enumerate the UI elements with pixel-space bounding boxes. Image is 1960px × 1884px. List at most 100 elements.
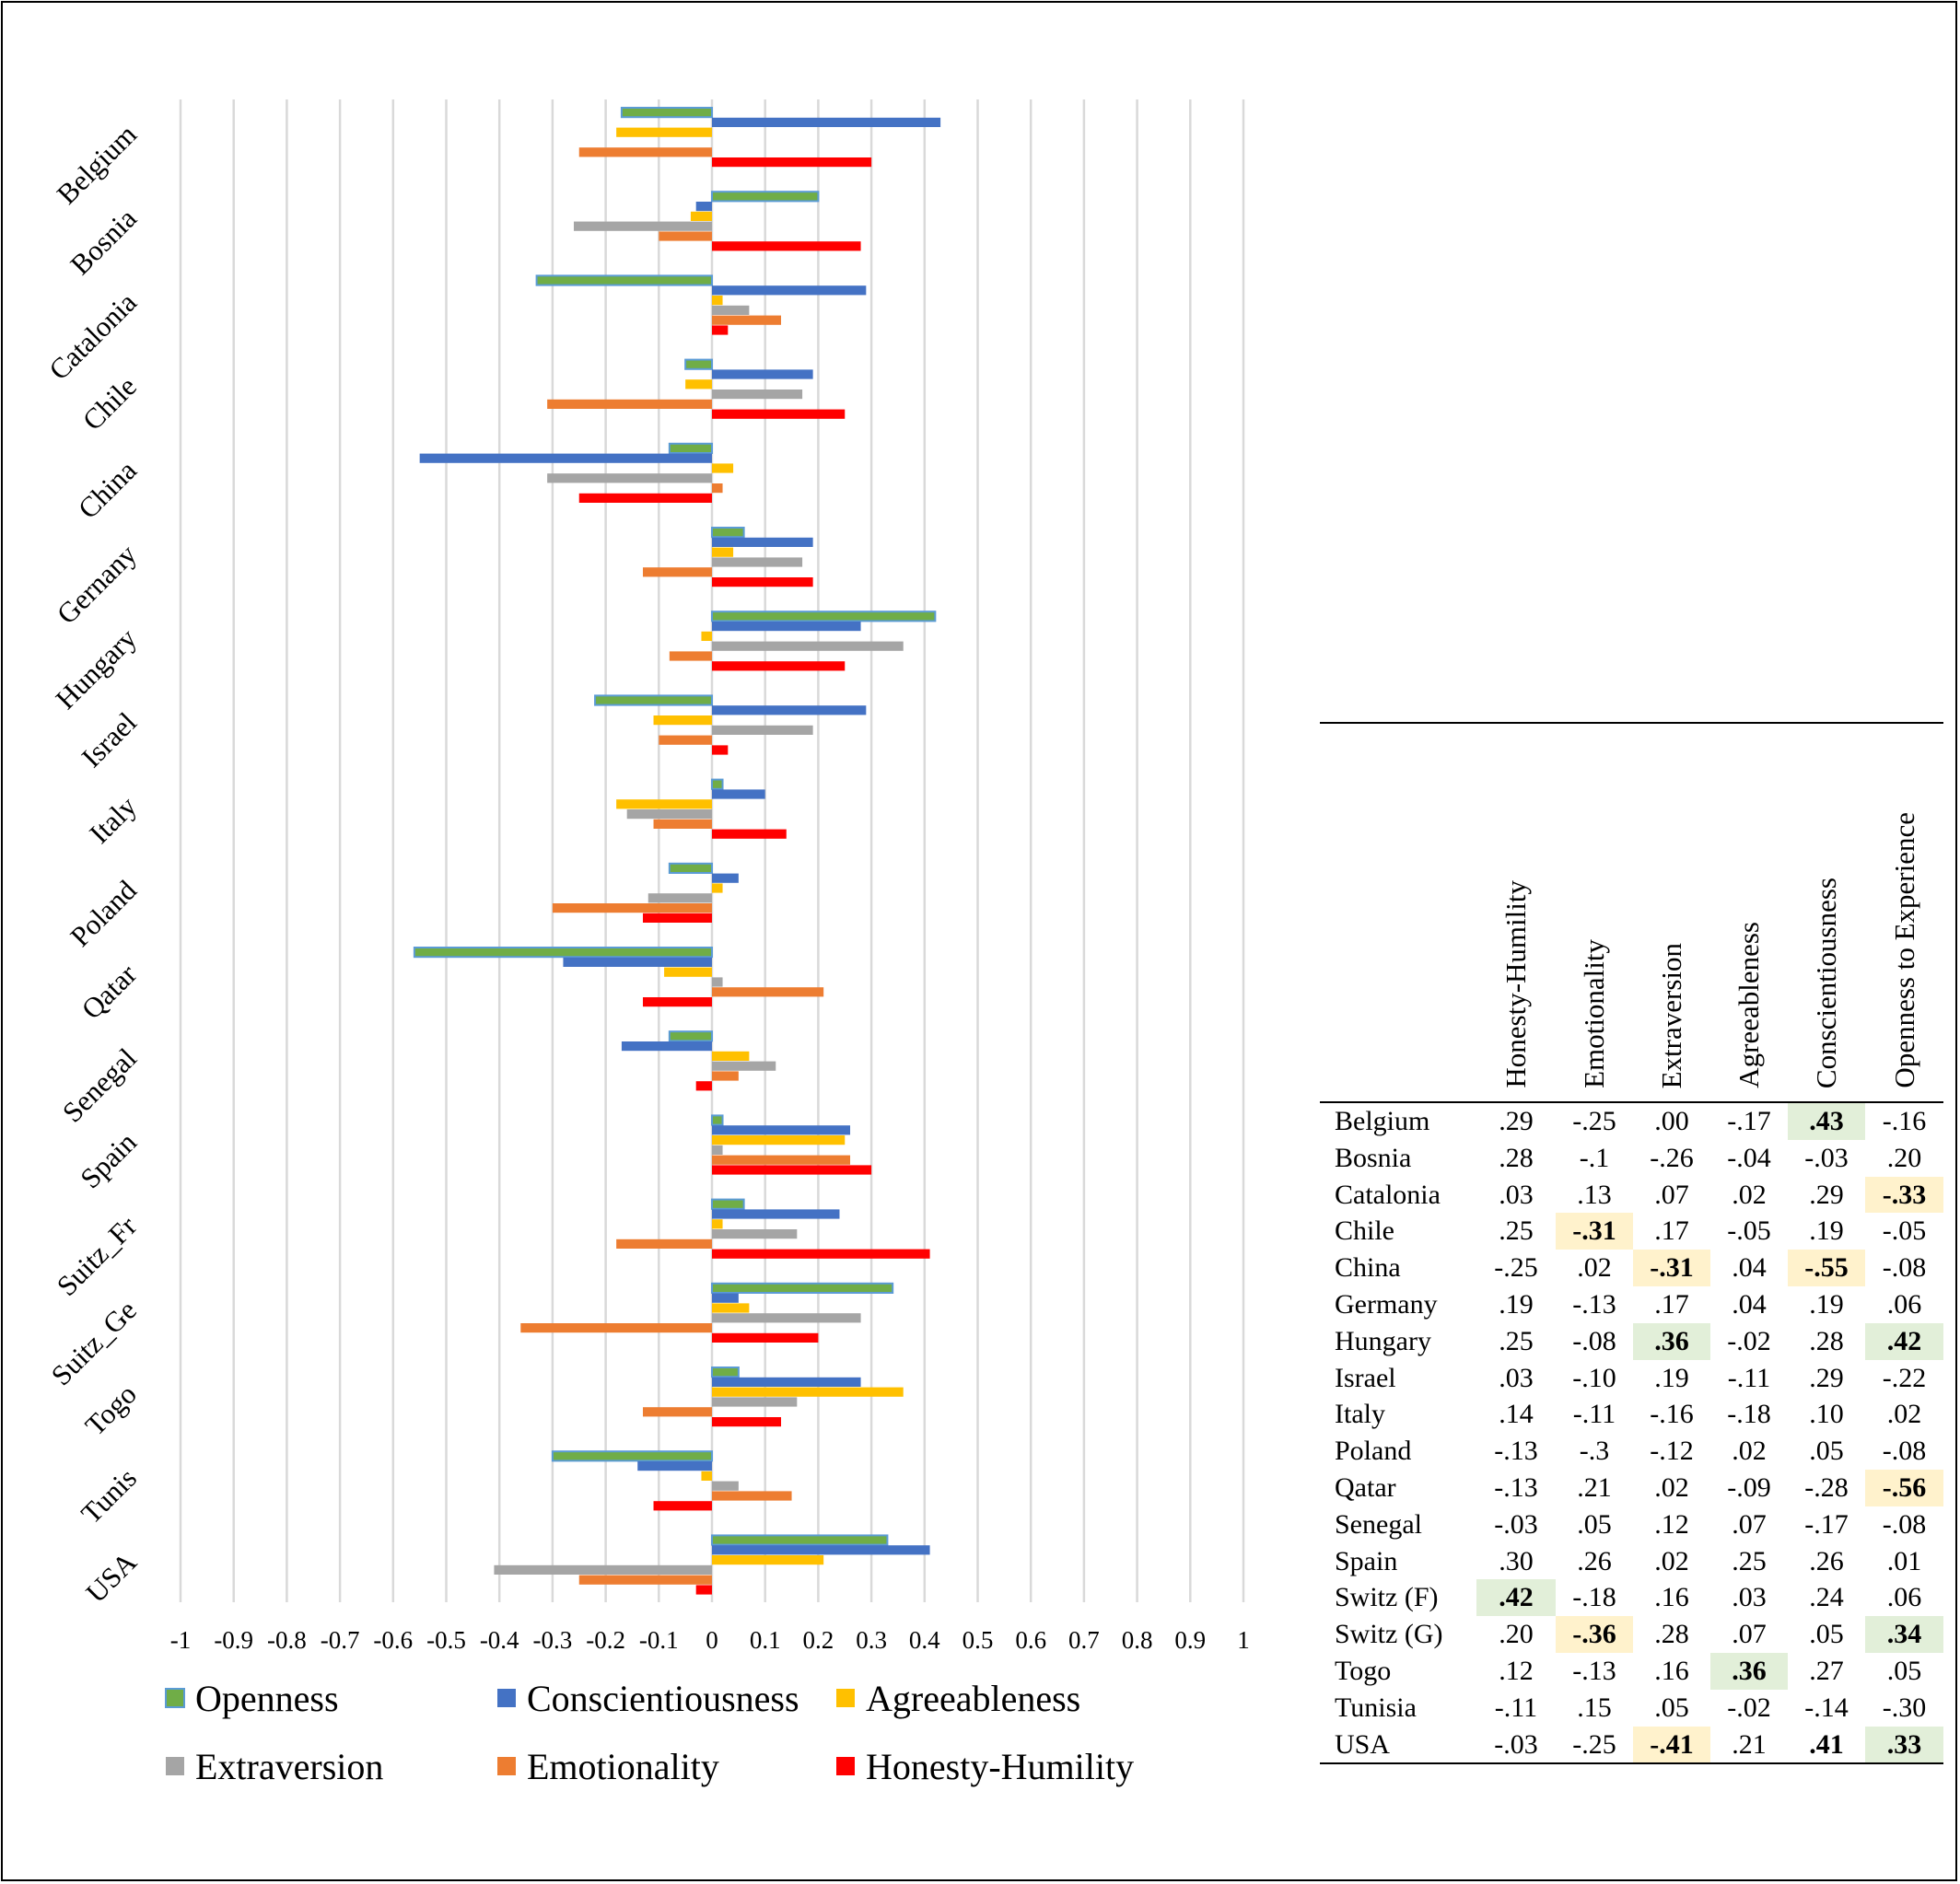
bar-agreeableness-gernany xyxy=(712,547,734,557)
bar-emotionality-china xyxy=(712,483,723,494)
bar-extraversion-suitz_fr xyxy=(712,1229,798,1239)
x-tick-label: 0.6 xyxy=(1015,1626,1046,1654)
row-country: Bosnia xyxy=(1335,1142,1412,1173)
table-row: Spain .30 .26 .02 .25 .26 .01 xyxy=(1320,1543,1943,1580)
bar-extraversion-usa xyxy=(494,1564,712,1575)
x-tick-label: 0.7 xyxy=(1068,1626,1100,1654)
bar-openness-china xyxy=(668,442,714,454)
column-header-label: Extraversion xyxy=(1655,942,1687,1088)
column-header-label: Openness to Experience xyxy=(1887,812,1920,1088)
table-cell: -.22 xyxy=(1882,1362,1927,1393)
category-label: Poland xyxy=(64,874,143,953)
bar-conscientiousness-israel xyxy=(712,705,867,715)
legend-label: Emotionality xyxy=(527,1746,719,1787)
bar-openness-suitz_fr xyxy=(711,1198,745,1210)
bar-conscientiousness-chile xyxy=(712,369,813,379)
bar-extraversion-catalonia xyxy=(712,305,750,315)
column-header-label: Conscientiousness xyxy=(1810,877,1842,1088)
bar-extraversion-suitz_ge xyxy=(712,1313,861,1323)
table-cell: .16 xyxy=(1654,1655,1689,1686)
bar-extraversion-tunis xyxy=(712,1481,739,1491)
bar-extraversion-chile xyxy=(712,390,803,400)
table-cell: -.11 xyxy=(1494,1692,1538,1723)
row-country: Hungary xyxy=(1335,1325,1431,1356)
table-cell: .28 xyxy=(1499,1142,1534,1173)
table-cell: .29 xyxy=(1499,1106,1534,1136)
category-label: Spain xyxy=(74,1125,143,1194)
legend-swatch xyxy=(836,1689,855,1707)
category-label: Catalonia xyxy=(42,285,143,386)
bar-conscientiousness-spain xyxy=(712,1125,851,1135)
table-cell: -.08 xyxy=(1882,1508,1927,1540)
bar-emotionality-tunis xyxy=(712,1491,792,1501)
table-cell: .19 xyxy=(1809,1288,1844,1320)
column-header: Honesty-Humility xyxy=(1476,722,1556,1103)
bar-agreeableness-catalonia xyxy=(712,296,723,306)
bar-openness-bosnia xyxy=(711,191,820,203)
bar-extraversion-qatar xyxy=(712,977,723,987)
table-row: Israel .03 -.10 .19 -.11 .29 -.22 xyxy=(1320,1360,1943,1397)
table-cell: .03 xyxy=(1732,1582,1767,1613)
table-cell: -.1 xyxy=(1579,1142,1610,1173)
bar-emotionality-suitz_fr xyxy=(616,1239,712,1249)
table-cell: .42 xyxy=(1865,1322,1943,1360)
x-tick-label: -0.1 xyxy=(639,1626,679,1654)
table-cell: .28 xyxy=(1654,1619,1689,1650)
bar-emotionality-italy xyxy=(653,819,712,829)
bar-honesty-humility-chile xyxy=(712,409,846,419)
table-cell: .03 xyxy=(1499,1179,1534,1210)
bar-honesty-humility-spain xyxy=(712,1165,872,1175)
table-cell: -.33 xyxy=(1865,1176,1943,1214)
legend-item-emotionality: Emotionality xyxy=(497,1746,719,1787)
row-country: Senegal xyxy=(1335,1508,1422,1540)
x-tick-label: 0 xyxy=(706,1626,718,1654)
table-cell: -.13 xyxy=(1572,1288,1616,1320)
x-tick-label: 0.4 xyxy=(909,1626,940,1654)
table-cell: -.03 xyxy=(1476,1726,1556,1765)
bar-honesty-humility-china xyxy=(578,493,712,503)
bar-extraversion-china xyxy=(547,473,712,483)
table-cell: -.16 xyxy=(1882,1106,1927,1136)
table-cell: -.18 xyxy=(1727,1399,1771,1430)
bar-openness-suitz_ge xyxy=(711,1282,894,1295)
table-cell: -.13 xyxy=(1572,1655,1616,1686)
bar-honesty-humility-poland xyxy=(642,913,712,923)
row-country: Qatar xyxy=(1335,1471,1396,1503)
legend-label: Honesty-Humility xyxy=(866,1746,1134,1787)
table-cell: .02 xyxy=(1577,1252,1612,1284)
table-cell: .12 xyxy=(1499,1655,1534,1686)
bar-honesty-humility-suitz_ge xyxy=(712,1332,819,1343)
category-label: Tunis xyxy=(75,1461,143,1529)
table-row: Switz (G) .20 -.36 .28 .07 .05 .34 xyxy=(1320,1616,1943,1653)
column-header: Openness to Experience xyxy=(1865,722,1943,1103)
bar-honesty-humility-bosnia xyxy=(712,241,861,251)
table-cell: -.10 xyxy=(1572,1362,1616,1393)
bar-conscientiousness-catalonia xyxy=(712,285,867,296)
legend-label: Agreeableness xyxy=(866,1678,1080,1719)
bar-agreeableness-italy xyxy=(616,799,712,809)
bar-extraversion-hungary xyxy=(712,641,904,651)
bar-emotionality-senegal xyxy=(712,1071,739,1081)
bar-conscientiousness-senegal xyxy=(621,1041,712,1052)
legend-swatch xyxy=(497,1757,516,1775)
column-header-label: Honesty-Humility xyxy=(1499,880,1532,1088)
table-cell: -.08 xyxy=(1882,1252,1927,1284)
x-tick-label: -0.4 xyxy=(480,1626,519,1654)
table-cell: -.41 xyxy=(1633,1726,1710,1765)
table-cell: .19 xyxy=(1654,1362,1689,1393)
bar-honesty-humility-usa xyxy=(695,1585,712,1595)
bar-emotionality-usa xyxy=(578,1575,712,1585)
category-label: China xyxy=(72,454,143,525)
table-cell: .05 xyxy=(1886,1655,1922,1686)
table-cell: -.02 xyxy=(1727,1325,1771,1356)
table-cell: -.56 xyxy=(1865,1469,1943,1506)
bar-openness-gernany xyxy=(711,527,745,539)
bar-emotionality-gernany xyxy=(642,567,712,577)
table-cell: -.55 xyxy=(1788,1250,1865,1286)
table-cell: .28 xyxy=(1809,1325,1844,1356)
x-tick-label: 0.2 xyxy=(803,1626,834,1654)
table-cell: .03 xyxy=(1499,1362,1534,1393)
bar-conscientiousness-bosnia xyxy=(695,202,712,212)
bar-extraversion-israel xyxy=(712,725,813,735)
bar-openness-togo xyxy=(711,1366,740,1378)
